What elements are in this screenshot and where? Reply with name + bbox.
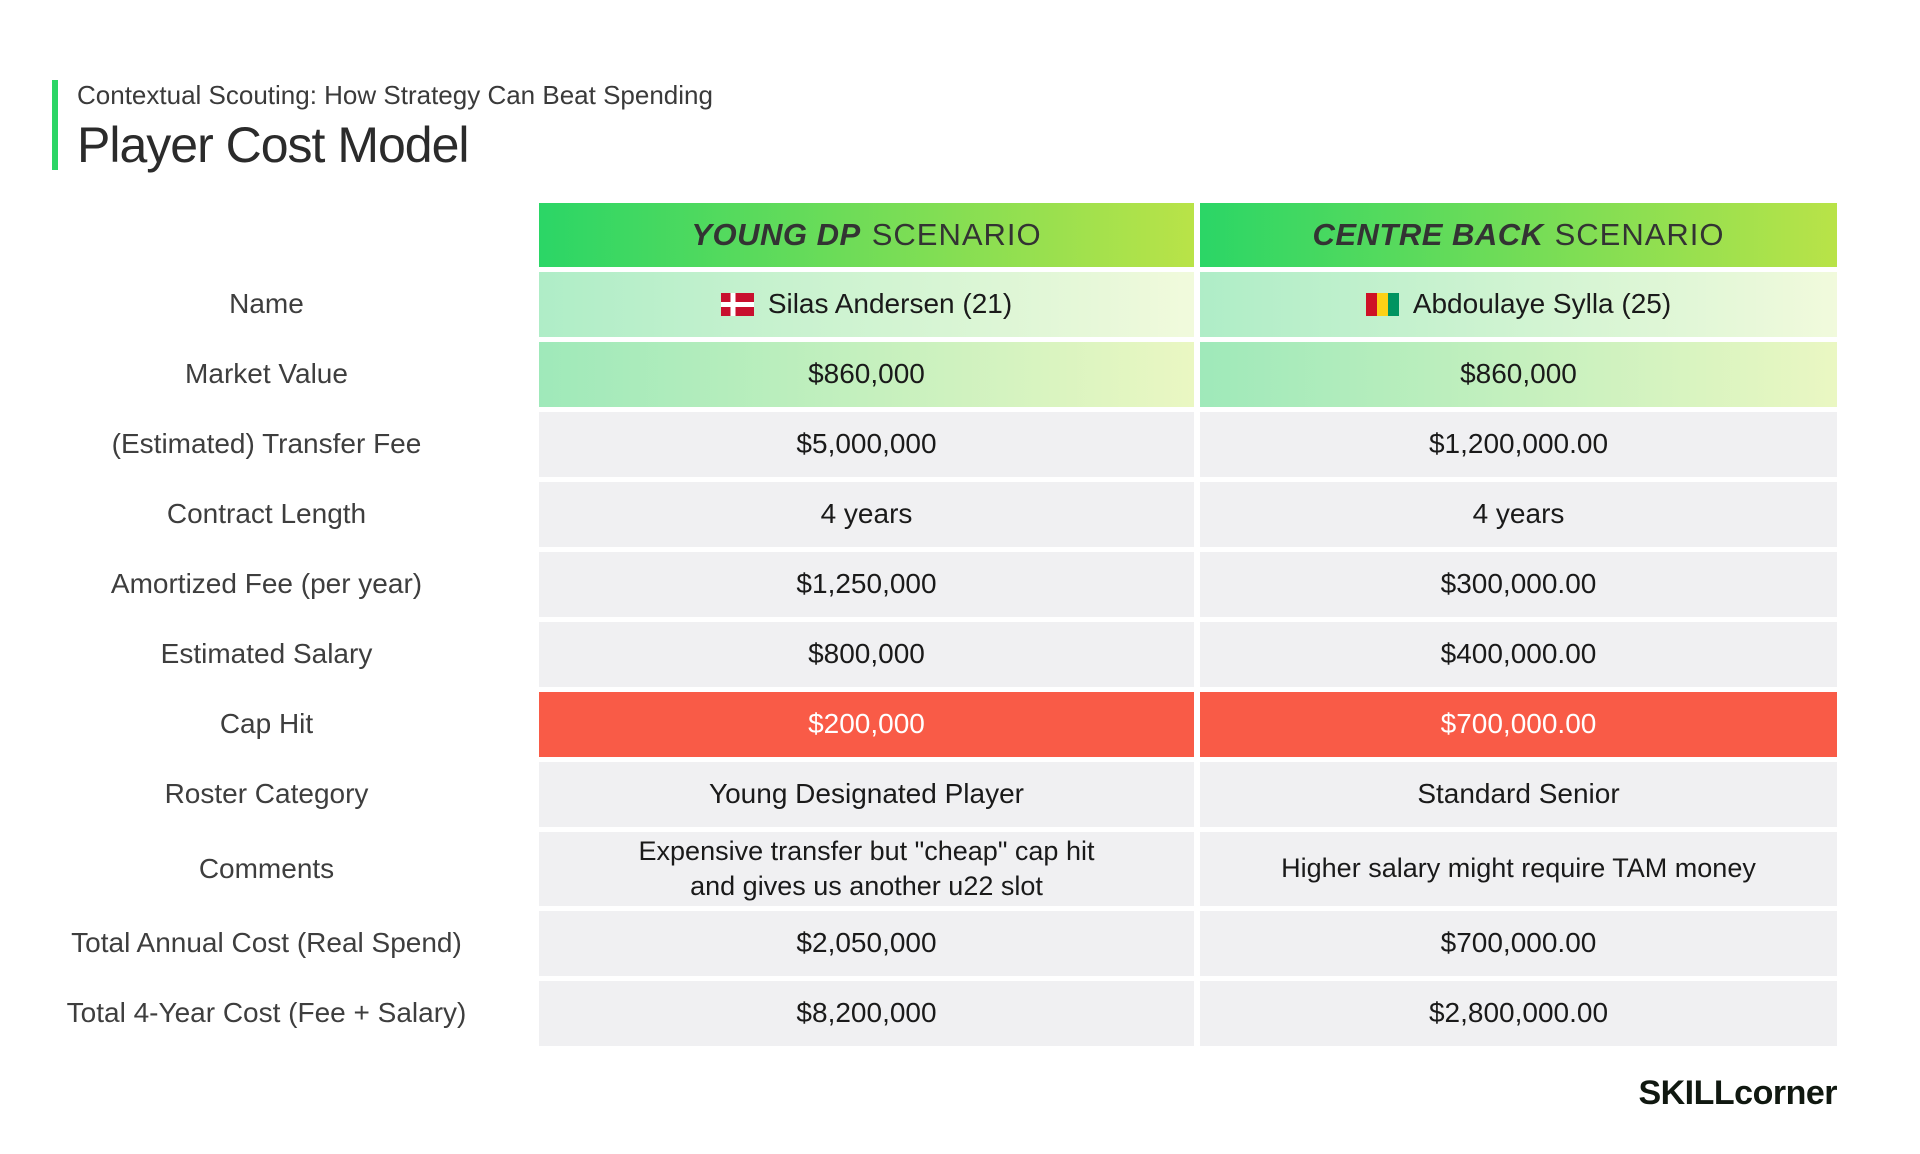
row-label-comments: Comments [198,852,335,884]
guinea-flag-icon [1365,293,1399,316]
cell-cap-hit-young-dp: $200,000 [539,692,1194,757]
column-header-young-dp: YOUNG DP SCENARIO [539,203,1194,267]
row-label-market-value: Market Value [185,358,348,390]
cell-comments-centre-back: Higher salary might require TAM money [1200,832,1837,906]
row-label-total-4-year-cost: Total 4-Year Cost (Fee + Salary) [66,997,467,1029]
skillcorner-logo: SKILLcorner [1638,1074,1837,1112]
cell-estimated-salary-centre-back: $400,000.00 [1200,622,1837,687]
cell-total-4-year-cost-centre-back: $2,800,000.00 [1200,981,1837,1046]
column-header-emphasis: CENTRE BACK [1312,216,1544,252]
cell-transfer-fee-young-dp: $5,000,000 [539,412,1194,477]
column-header-emphasis: YOUNG DP [691,216,861,252]
page-title: Player Cost Model [77,117,469,173]
cell-name-young-dp: Silas Andersen (21) [539,272,1194,337]
denmark-flag-icon [720,293,754,316]
cell-name-centre-back: Abdoulaye Sylla (25) [1200,272,1837,337]
column-header-rest: SCENARIO [871,216,1042,252]
row-label-estimated-salary: Estimated Salary [160,638,373,670]
row-label-amortized-fee: Amortized Fee (per year) [110,568,423,600]
title-block: Contextual Scouting: How Strategy Can Be… [52,80,713,170]
cell-comments-young-dp: Expensive transfer but "cheap" cap hit a… [539,832,1194,906]
row-label-cap-hit: Cap Hit [219,708,314,740]
row-label-transfer-fee: (Estimated) Transfer Fee [111,428,422,460]
player-cost-table: YOUNG DP SCENARIO CENTRE BACK SCENARIO N… [0,203,1837,1046]
cell-market-value-young-dp: $860,000 [539,342,1194,407]
cell-contract-length-young-dp: 4 years [539,482,1194,547]
player-name: Silas Andersen (21) [767,288,1013,320]
player-name: Abdoulaye Sylla (25) [1412,288,1672,320]
column-header-rest: SCENARIO [1554,216,1725,252]
cell-estimated-salary-young-dp: $800,000 [539,622,1194,687]
column-header-centre-back: CENTRE BACK SCENARIO [1200,203,1837,267]
cell-total-annual-cost-centre-back: $700,000.00 [1200,911,1837,976]
cell-market-value-centre-back: $860,000 [1200,342,1837,407]
cell-roster-category-young-dp: Young Designated Player [539,762,1194,827]
cell-contract-length-centre-back: 4 years [1200,482,1837,547]
row-label-roster-category: Roster Category [164,778,369,810]
cell-total-annual-cost-young-dp: $2,050,000 [539,911,1194,976]
cell-total-4-year-cost-young-dp: $8,200,000 [539,981,1194,1046]
row-label-name: Name [229,288,304,320]
slide-subtitle: Contextual Scouting: How Strategy Can Be… [77,80,713,110]
row-label-total-annual-cost: Total Annual Cost (Real Spend) [71,927,462,959]
row-label-contract-length: Contract Length [166,498,367,530]
cell-amortized-fee-young-dp: $1,250,000 [539,552,1194,617]
cell-transfer-fee-centre-back: $1,200,000.00 [1200,412,1837,477]
header-spacer [0,203,533,267]
cell-roster-category-centre-back: Standard Senior [1200,762,1837,827]
cell-cap-hit-centre-back: $700,000.00 [1200,692,1837,757]
cell-amortized-fee-centre-back: $300,000.00 [1200,552,1837,617]
